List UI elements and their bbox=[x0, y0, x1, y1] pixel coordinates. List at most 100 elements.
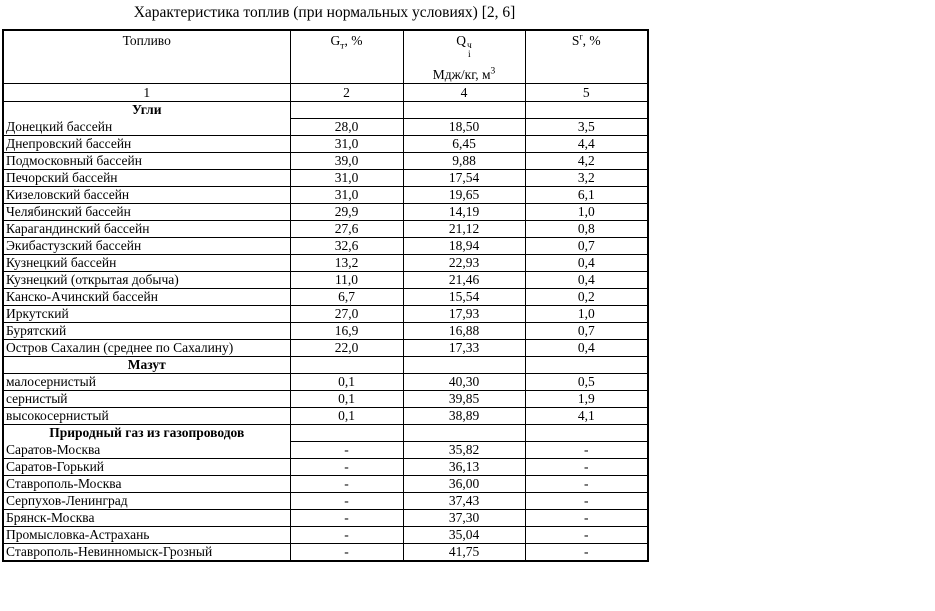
page-title: Характеристика топлив (при нормальных ус… bbox=[133, 4, 516, 21]
s-value-cell: 1,0 bbox=[524, 203, 649, 221]
q-value-cell: 40,30 bbox=[402, 373, 526, 391]
gt-value-cell: 39,0 bbox=[289, 152, 404, 170]
gt-value-cell: - bbox=[289, 543, 404, 562]
s-value-cell: 0,7 bbox=[524, 322, 649, 340]
column-number-cell: 4 bbox=[402, 83, 526, 102]
s-value-cell: 3,5 bbox=[524, 118, 649, 136]
q-value-cell: 38,89 bbox=[402, 407, 526, 425]
q-value-cell: 16,88 bbox=[402, 322, 526, 340]
fuel-name-cell: Кузнецкий (открытая добыча) bbox=[2, 271, 291, 289]
col-header-fuel-label: Топливо bbox=[122, 33, 171, 48]
gt-value-cell: - bbox=[289, 492, 404, 510]
column-number-cell: 2 bbox=[289, 83, 404, 102]
gt-value-cell: 29,9 bbox=[289, 203, 404, 221]
gt-value-cell: 31,0 bbox=[289, 186, 404, 204]
table-row: Серпухов-Ленинград -37,43- bbox=[2, 492, 649, 510]
gt-value-cell: 27,6 bbox=[289, 220, 404, 238]
s-value-cell: - bbox=[524, 509, 649, 527]
fuel-table-body: Угли Донецкий бассейн 28,0 18,50 3,5 Днепровс… bbox=[2, 101, 649, 562]
gt-value-cell: 6,7 bbox=[289, 288, 404, 306]
fuel-name-cell: Бурятский bbox=[2, 322, 291, 340]
fuel-name-cell: Саратов-Москва bbox=[2, 441, 291, 459]
section-row: Мазут bbox=[2, 356, 649, 374]
section-header-cell: Угли bbox=[2, 101, 291, 119]
column-numbers-row: 1 2 4 5 bbox=[2, 83, 649, 102]
fuel-name-cell: Ставрополь-Невинномыск-Грозный bbox=[2, 543, 291, 562]
table-row: Подмосковный бассейн 39,0 9,88 4,2 bbox=[2, 152, 649, 170]
table-row: Остров Сахалин (среднее по Сахалину) 22,0… bbox=[2, 339, 649, 357]
s-value-cell: 4,4 bbox=[524, 135, 649, 153]
fuel-name-cell: Брянск-Москва bbox=[2, 509, 291, 527]
fuel-name-cell: Карагандинский бассейн bbox=[2, 220, 291, 238]
gt-value-cell: 31,0 bbox=[289, 169, 404, 187]
gt-value-cell: - bbox=[289, 526, 404, 544]
q-value-cell: 36,13 bbox=[402, 458, 526, 476]
section-header-cell: Мазут bbox=[2, 356, 291, 374]
s-value-cell: - bbox=[524, 458, 649, 476]
empty-cell bbox=[402, 424, 526, 442]
table-row: Ставрополь-Москва -36,00- bbox=[2, 475, 649, 493]
col-header-gt: Gт, % bbox=[289, 29, 404, 84]
fuel-name-cell: Донецкий бассейн bbox=[2, 118, 291, 136]
s-value-cell: - bbox=[524, 492, 649, 510]
s-value-cell: 6,1 bbox=[524, 186, 649, 204]
fuel-name-cell: Кизеловский бассейн bbox=[2, 186, 291, 204]
fuel-name-cell: Печорский бассейн bbox=[2, 169, 291, 187]
gt-value-cell: 11,0 bbox=[289, 271, 404, 289]
s-value-cell: 4,2 bbox=[524, 152, 649, 170]
section-header-cell: Природный газ из газопроводов bbox=[2, 424, 291, 442]
gt-value-cell: 13,2 bbox=[289, 254, 404, 272]
s-value-cell: 0,2 bbox=[524, 288, 649, 306]
q-value-cell: 19,65 bbox=[402, 186, 526, 204]
fuel-name-cell: малосернистый bbox=[2, 373, 291, 391]
q-value-cell: 18,94 bbox=[402, 237, 526, 255]
gt-value-cell: 16,9 bbox=[289, 322, 404, 340]
s-value-cell: 1,0 bbox=[524, 305, 649, 323]
s-value-cell: - bbox=[524, 526, 649, 544]
empty-cell bbox=[524, 356, 649, 374]
gt-value-cell: - bbox=[289, 509, 404, 527]
fuel-name-cell: высокосернистый bbox=[2, 407, 291, 425]
q-value-cell: 17,93 bbox=[402, 305, 526, 323]
fuel-name-cell: Челябинский бассейн bbox=[2, 203, 291, 221]
fuel-name-cell: Канско-Ачинский бассейн bbox=[2, 288, 291, 306]
gt-value-cell: - bbox=[289, 441, 404, 459]
empty-cell bbox=[524, 101, 649, 119]
table-row: Ставрополь-Невинномыск-Грозный -41,75- bbox=[2, 543, 649, 562]
empty-cell bbox=[524, 424, 649, 442]
s-value-cell: 0,4 bbox=[524, 339, 649, 357]
gt-value-cell: 31,0 bbox=[289, 135, 404, 153]
s-value-cell: 4,1 bbox=[524, 407, 649, 425]
s-value-cell: 0,7 bbox=[524, 237, 649, 255]
s-value-cell: - bbox=[524, 475, 649, 493]
table-row: Донецкий бассейн 28,0 18,50 3,5 bbox=[2, 118, 649, 136]
gt-value-cell: 28,0 bbox=[289, 118, 404, 136]
table-row: высокосернистый 0,1 38,89 4,1 bbox=[2, 407, 649, 425]
s-value-cell: 3,2 bbox=[524, 169, 649, 187]
table-row: Бурятский 16,9 16,88 0,7 bbox=[2, 322, 649, 340]
empty-cell bbox=[402, 356, 526, 374]
q-value-cell: 21,46 bbox=[402, 271, 526, 289]
table-row: Карагандинский бассейн 27,6 21,12 0,8 bbox=[2, 220, 649, 238]
fuel-name-cell: Иркутский bbox=[2, 305, 291, 323]
table-row: Канско-Ачинский бассейн 6,7 15,54 0,2 bbox=[2, 288, 649, 306]
s-value-cell: - bbox=[524, 543, 649, 562]
column-number-cell: 1 bbox=[2, 83, 291, 102]
table-row: Промысловка-Астрахань -35,04- bbox=[2, 526, 649, 544]
fuel-name-cell: Ставрополь-Москва bbox=[2, 475, 291, 493]
table-row: Днепровский бассейн 31,0 6,45 4,4 bbox=[2, 135, 649, 153]
gt-value-cell: 22,0 bbox=[289, 339, 404, 357]
gt-value-cell: - bbox=[289, 475, 404, 493]
q-value-cell: 9,88 bbox=[402, 152, 526, 170]
gt-value-cell: 0,1 bbox=[289, 407, 404, 425]
table-row: Кузнецкий бассейн 13,2 22,93 0,4 bbox=[2, 254, 649, 272]
fuel-name-cell: Саратов-Горький bbox=[2, 458, 291, 476]
fuel-name-cell: Днепровский бассейн bbox=[2, 135, 291, 153]
page: Характеристика топлив (при нормальных ус… bbox=[2, 4, 649, 562]
s-value-cell: 0,4 bbox=[524, 271, 649, 289]
q-value-cell: 39,85 bbox=[402, 390, 526, 408]
q-value-cell: 36,00 bbox=[402, 475, 526, 493]
